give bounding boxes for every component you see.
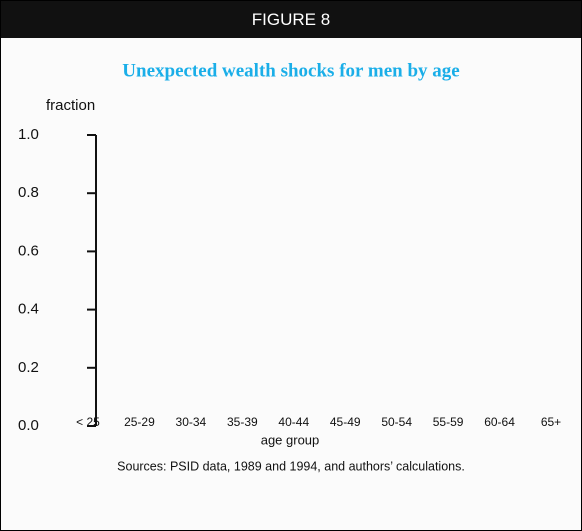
x-axis-label: age group [261,432,320,447]
x-tick-label: 40-44 [278,415,309,429]
x-tick-label: 55-59 [433,415,464,429]
x-tick-label: 60-64 [484,415,515,429]
y-tick-label: 0.4 [18,301,39,318]
x-tick-label: 50-54 [381,415,412,429]
chart-title: Unexpected wealth shocks for men by age [122,60,459,81]
x-tick-label: < 25 [76,415,100,429]
x-tick-label: 35-39 [227,415,258,429]
x-tick-label: 30-34 [176,415,207,429]
y-axis-label: fraction [46,97,95,114]
x-tick-label: 45-49 [330,415,361,429]
y-tick-label: 0.2 [18,359,39,376]
y-tick-label: 0.0 [18,417,39,434]
y-tick-label: 1.0 [18,126,39,143]
figure-header: FIGURE 8 [1,1,581,38]
x-tick-label: 25-29 [124,415,155,429]
y-tick-label: 0.8 [18,184,39,201]
source-note: Sources: PSID data, 1989 and 1994, and a… [117,459,465,473]
x-tick-label: 65+ [541,415,561,429]
y-tick-label: 0.6 [18,242,39,259]
